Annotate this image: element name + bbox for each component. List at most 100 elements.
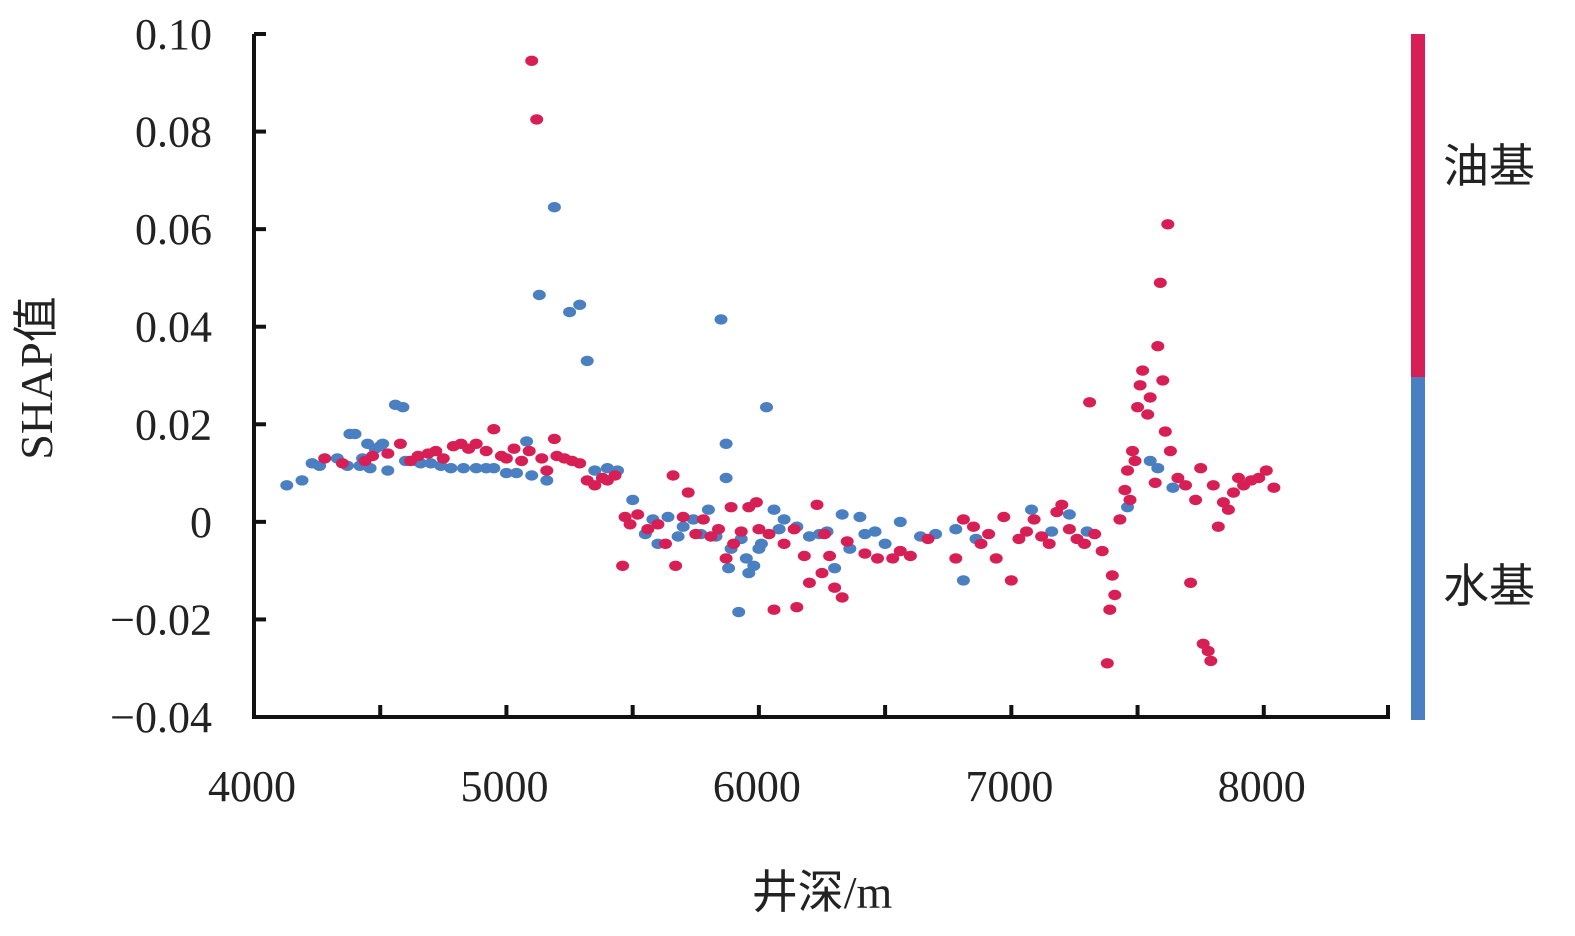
data-point <box>903 550 917 562</box>
data-point <box>777 514 791 525</box>
data-point <box>651 519 665 530</box>
data-point <box>1027 514 1041 525</box>
data-point <box>835 592 849 603</box>
data-point <box>676 521 690 532</box>
data-point <box>1221 504 1235 515</box>
data-point <box>747 560 761 571</box>
data-point <box>547 202 561 213</box>
data-point <box>1179 480 1192 491</box>
data-point <box>686 514 700 525</box>
data-point <box>1143 455 1157 467</box>
data-point <box>659 538 672 549</box>
data-point <box>396 402 410 413</box>
data-point <box>681 487 695 498</box>
colorbar-label-oil: 油基 <box>1443 141 1535 192</box>
data-point <box>858 548 872 559</box>
data-point <box>1020 526 1033 537</box>
data-point <box>1158 426 1172 437</box>
data-point <box>600 463 614 474</box>
data-point <box>641 524 655 535</box>
data-point <box>1113 514 1127 525</box>
data-point <box>1163 445 1177 457</box>
data-point <box>1078 538 1091 549</box>
data-point <box>858 528 872 540</box>
data-point <box>1189 494 1203 506</box>
y-tick-label: 0.06 <box>135 205 212 254</box>
data-point <box>982 528 996 540</box>
data-point <box>280 480 294 491</box>
data-point <box>719 472 733 484</box>
x-tick-label: 5000 <box>460 762 548 811</box>
y-tick-label: 0.08 <box>135 108 212 157</box>
series-oil-based <box>318 55 1281 669</box>
data-point <box>1166 482 1180 493</box>
data-point <box>318 453 332 464</box>
data-point <box>1184 577 1198 588</box>
data-point <box>762 528 776 540</box>
data-point <box>787 524 801 535</box>
data-point <box>1161 219 1175 230</box>
data-point <box>1252 472 1266 484</box>
data-point <box>487 463 501 474</box>
data-point <box>967 521 980 532</box>
data-point <box>563 306 577 318</box>
data-point <box>1136 365 1150 376</box>
data-point <box>732 606 746 618</box>
data-point <box>424 458 438 469</box>
data-point <box>853 511 867 523</box>
data-point <box>1088 528 1102 540</box>
data-point <box>1045 526 1059 537</box>
data-point <box>1108 589 1122 601</box>
data-point <box>479 445 493 457</box>
data-point <box>1267 482 1281 493</box>
data-point <box>840 536 854 547</box>
data-point <box>661 511 675 523</box>
data-point <box>1012 533 1026 545</box>
data-point <box>1004 575 1018 586</box>
data-point <box>997 511 1011 523</box>
data-point <box>532 289 546 301</box>
y-tick-label: −0.02 <box>110 595 212 644</box>
data-point <box>724 502 738 513</box>
data-point <box>868 526 882 537</box>
data-point <box>719 553 733 564</box>
data-point <box>616 560 630 571</box>
data-point <box>1151 341 1165 352</box>
data-point <box>573 458 587 469</box>
data-point <box>893 545 907 557</box>
data-point <box>1103 604 1117 615</box>
data-point <box>1025 504 1038 515</box>
data-point <box>1100 658 1114 669</box>
data-point <box>631 509 645 520</box>
data-point <box>1128 455 1142 467</box>
data-point <box>1105 570 1119 581</box>
data-point <box>626 494 640 506</box>
colorbar-water-segment <box>1411 377 1425 720</box>
data-point <box>949 553 963 564</box>
data-point <box>1062 524 1076 535</box>
x-tick-label: 4000 <box>208 762 296 811</box>
data-point <box>749 497 763 508</box>
data-point <box>515 455 529 467</box>
data-point <box>828 582 842 593</box>
y-axis-title: SHAP值 <box>11 296 62 460</box>
colorbar-label-water: 水基 <box>1443 561 1535 612</box>
x-tick-label: 6000 <box>713 762 801 811</box>
data-point <box>1083 397 1097 408</box>
data-point <box>580 355 594 367</box>
data-point <box>1035 531 1049 542</box>
data-point <box>790 602 804 613</box>
data-point <box>797 550 811 562</box>
data-point <box>510 467 523 479</box>
data-point <box>1194 463 1208 474</box>
data-point <box>734 526 748 537</box>
data-point <box>802 531 816 542</box>
data-point <box>669 560 683 571</box>
data-point <box>712 524 725 535</box>
data-point <box>666 470 680 481</box>
x-axis-title: 井深/m <box>752 867 893 918</box>
data-point <box>1201 645 1215 657</box>
data-point <box>835 509 849 520</box>
data-point <box>1227 487 1240 498</box>
